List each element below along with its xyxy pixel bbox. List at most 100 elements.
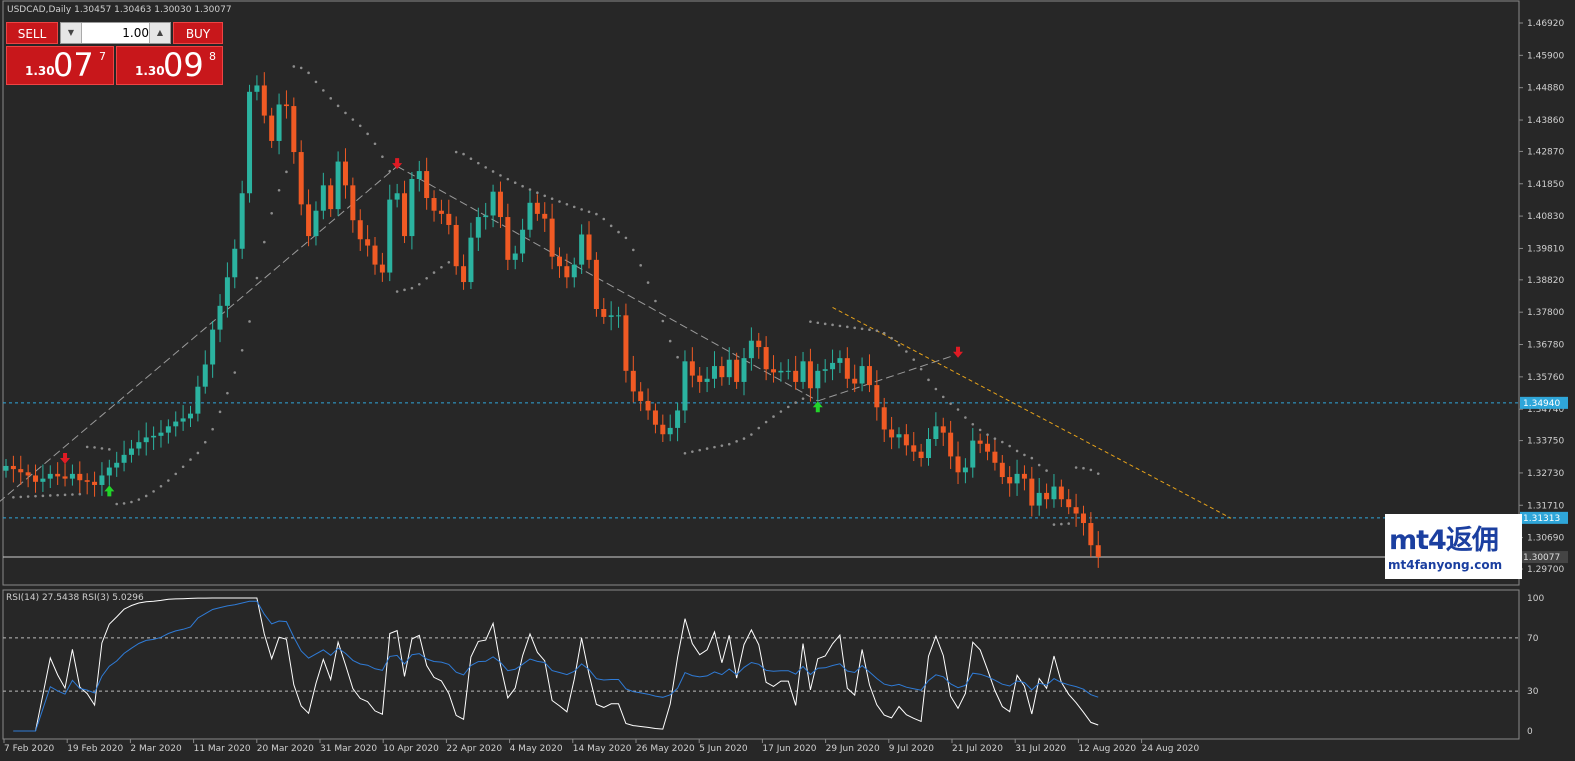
sar-dot [683, 451, 687, 455]
candle-body [866, 366, 872, 386]
date-axis-label: 19 Feb 2020 [67, 744, 123, 754]
candle-body [188, 413, 193, 419]
sar-dot [211, 427, 214, 431]
sell-button[interactable]: SELL [6, 22, 58, 44]
rsi-axis-label: 100 [1527, 594, 1544, 604]
sar-dot [447, 260, 451, 264]
price-label: 1.30077 [1523, 553, 1560, 563]
watermark-brand: mt4返佣 [1389, 525, 1499, 556]
sar-dot [196, 451, 200, 455]
date-axis-label: 22 Apr 2020 [446, 744, 502, 754]
sar-dot [499, 174, 502, 177]
sar-dot [381, 155, 384, 159]
candle-body [55, 473, 61, 477]
sar-dot [735, 440, 738, 443]
candle-body [756, 340, 762, 348]
candle-body [158, 432, 164, 436]
lot-size-stepper[interactable]: ▼ ▲ [60, 22, 171, 44]
candle-body [402, 193, 408, 237]
lot-decrease-icon[interactable]: ▼ [61, 23, 82, 43]
sar-dot [189, 458, 192, 461]
candle-body [438, 210, 444, 214]
sar-dot [336, 104, 340, 108]
sar-dot [85, 445, 89, 449]
candle-body [461, 266, 467, 283]
sar-dot [1052, 523, 1056, 526]
buy-price-button[interactable]: 1.30 09 8 [116, 46, 223, 85]
candle-body [1095, 545, 1101, 557]
chart-title: USDCAD,Daily 1.30457 1.30463 1.30030 1.3… [7, 5, 232, 15]
candle-body [313, 210, 319, 237]
sar-dot [727, 442, 731, 446]
sar-dot [602, 217, 606, 221]
date-axis-label: 20 Mar 2020 [257, 744, 314, 754]
candle-body [298, 152, 304, 205]
date-axis-label: 14 May 2020 [573, 744, 632, 754]
candle-body [1051, 486, 1057, 500]
candle-body [527, 202, 533, 230]
watermark-url: mt4fanyong.com [1388, 558, 1503, 572]
sar-dot [137, 498, 141, 501]
sar-dot [1001, 440, 1004, 444]
sar-dot [801, 397, 805, 400]
candle-body [918, 451, 924, 459]
candle-body [955, 456, 961, 473]
date-axis-label: 2 Mar 2020 [130, 744, 182, 754]
candle-body [778, 370, 784, 373]
sell-arrow-icon [953, 346, 964, 358]
price-label: 1.34940 [1523, 399, 1560, 409]
candle-body [512, 253, 518, 260]
sar-dot [395, 290, 399, 293]
price-axis-label: 1.36780 [1527, 341, 1564, 351]
candle-body [394, 193, 400, 200]
lot-increase-icon[interactable]: ▲ [149, 23, 170, 43]
sar-dot [425, 276, 428, 280]
candle-body [350, 185, 356, 221]
candle-body [217, 305, 223, 330]
date-axis-label: 12 Aug 2020 [1078, 744, 1136, 754]
sar-dot [71, 493, 74, 496]
sell-price-button[interactable]: 1.30 07 7 [6, 46, 114, 85]
sar-dot [26, 495, 30, 498]
trend-line-down [396, 165, 819, 402]
candle-body [328, 185, 334, 210]
candle-body [881, 407, 887, 430]
candle-body [106, 467, 112, 476]
sar-dot [248, 320, 251, 323]
sar-dot [698, 448, 702, 452]
sar-dot [750, 433, 753, 436]
candle-body [77, 473, 83, 481]
price-axis-label: 1.42870 [1527, 147, 1564, 157]
candle-body [136, 442, 142, 449]
price-axis-label: 1.40830 [1527, 212, 1564, 222]
sar-dot [1030, 456, 1034, 460]
rsi-panel-frame [2, 589, 1520, 740]
price-label-box [1520, 396, 1568, 409]
candle-body [741, 358, 747, 382]
candle-body [62, 476, 68, 479]
candle-body [926, 439, 931, 459]
sar-dot [1096, 472, 1100, 475]
sar-dot [875, 329, 879, 332]
rsi-axis-label: 30 [1527, 687, 1539, 697]
candle-body [815, 370, 821, 389]
sar-dot [307, 71, 310, 75]
sar-dot [978, 428, 982, 432]
candle-body [475, 217, 481, 238]
candle-body [970, 440, 976, 468]
date-axis-label: 7 Feb 2020 [4, 744, 55, 754]
sar-dot [122, 502, 126, 505]
sar-dot [403, 288, 406, 292]
sar-dot [986, 433, 989, 436]
candle-body [291, 106, 297, 153]
lot-size-input[interactable] [83, 25, 149, 41]
buy-price-fraction: 8 [209, 50, 216, 63]
buy-button[interactable]: BUY [173, 22, 223, 44]
candle-body [889, 429, 895, 438]
sell-price-fraction: 7 [99, 50, 106, 63]
candle-body [697, 375, 703, 382]
price-axis-label: 1.41850 [1527, 180, 1564, 190]
candle-body [1014, 473, 1020, 484]
candle-body [667, 427, 673, 435]
date-axis-label: 5 Jun 2020 [699, 744, 748, 754]
